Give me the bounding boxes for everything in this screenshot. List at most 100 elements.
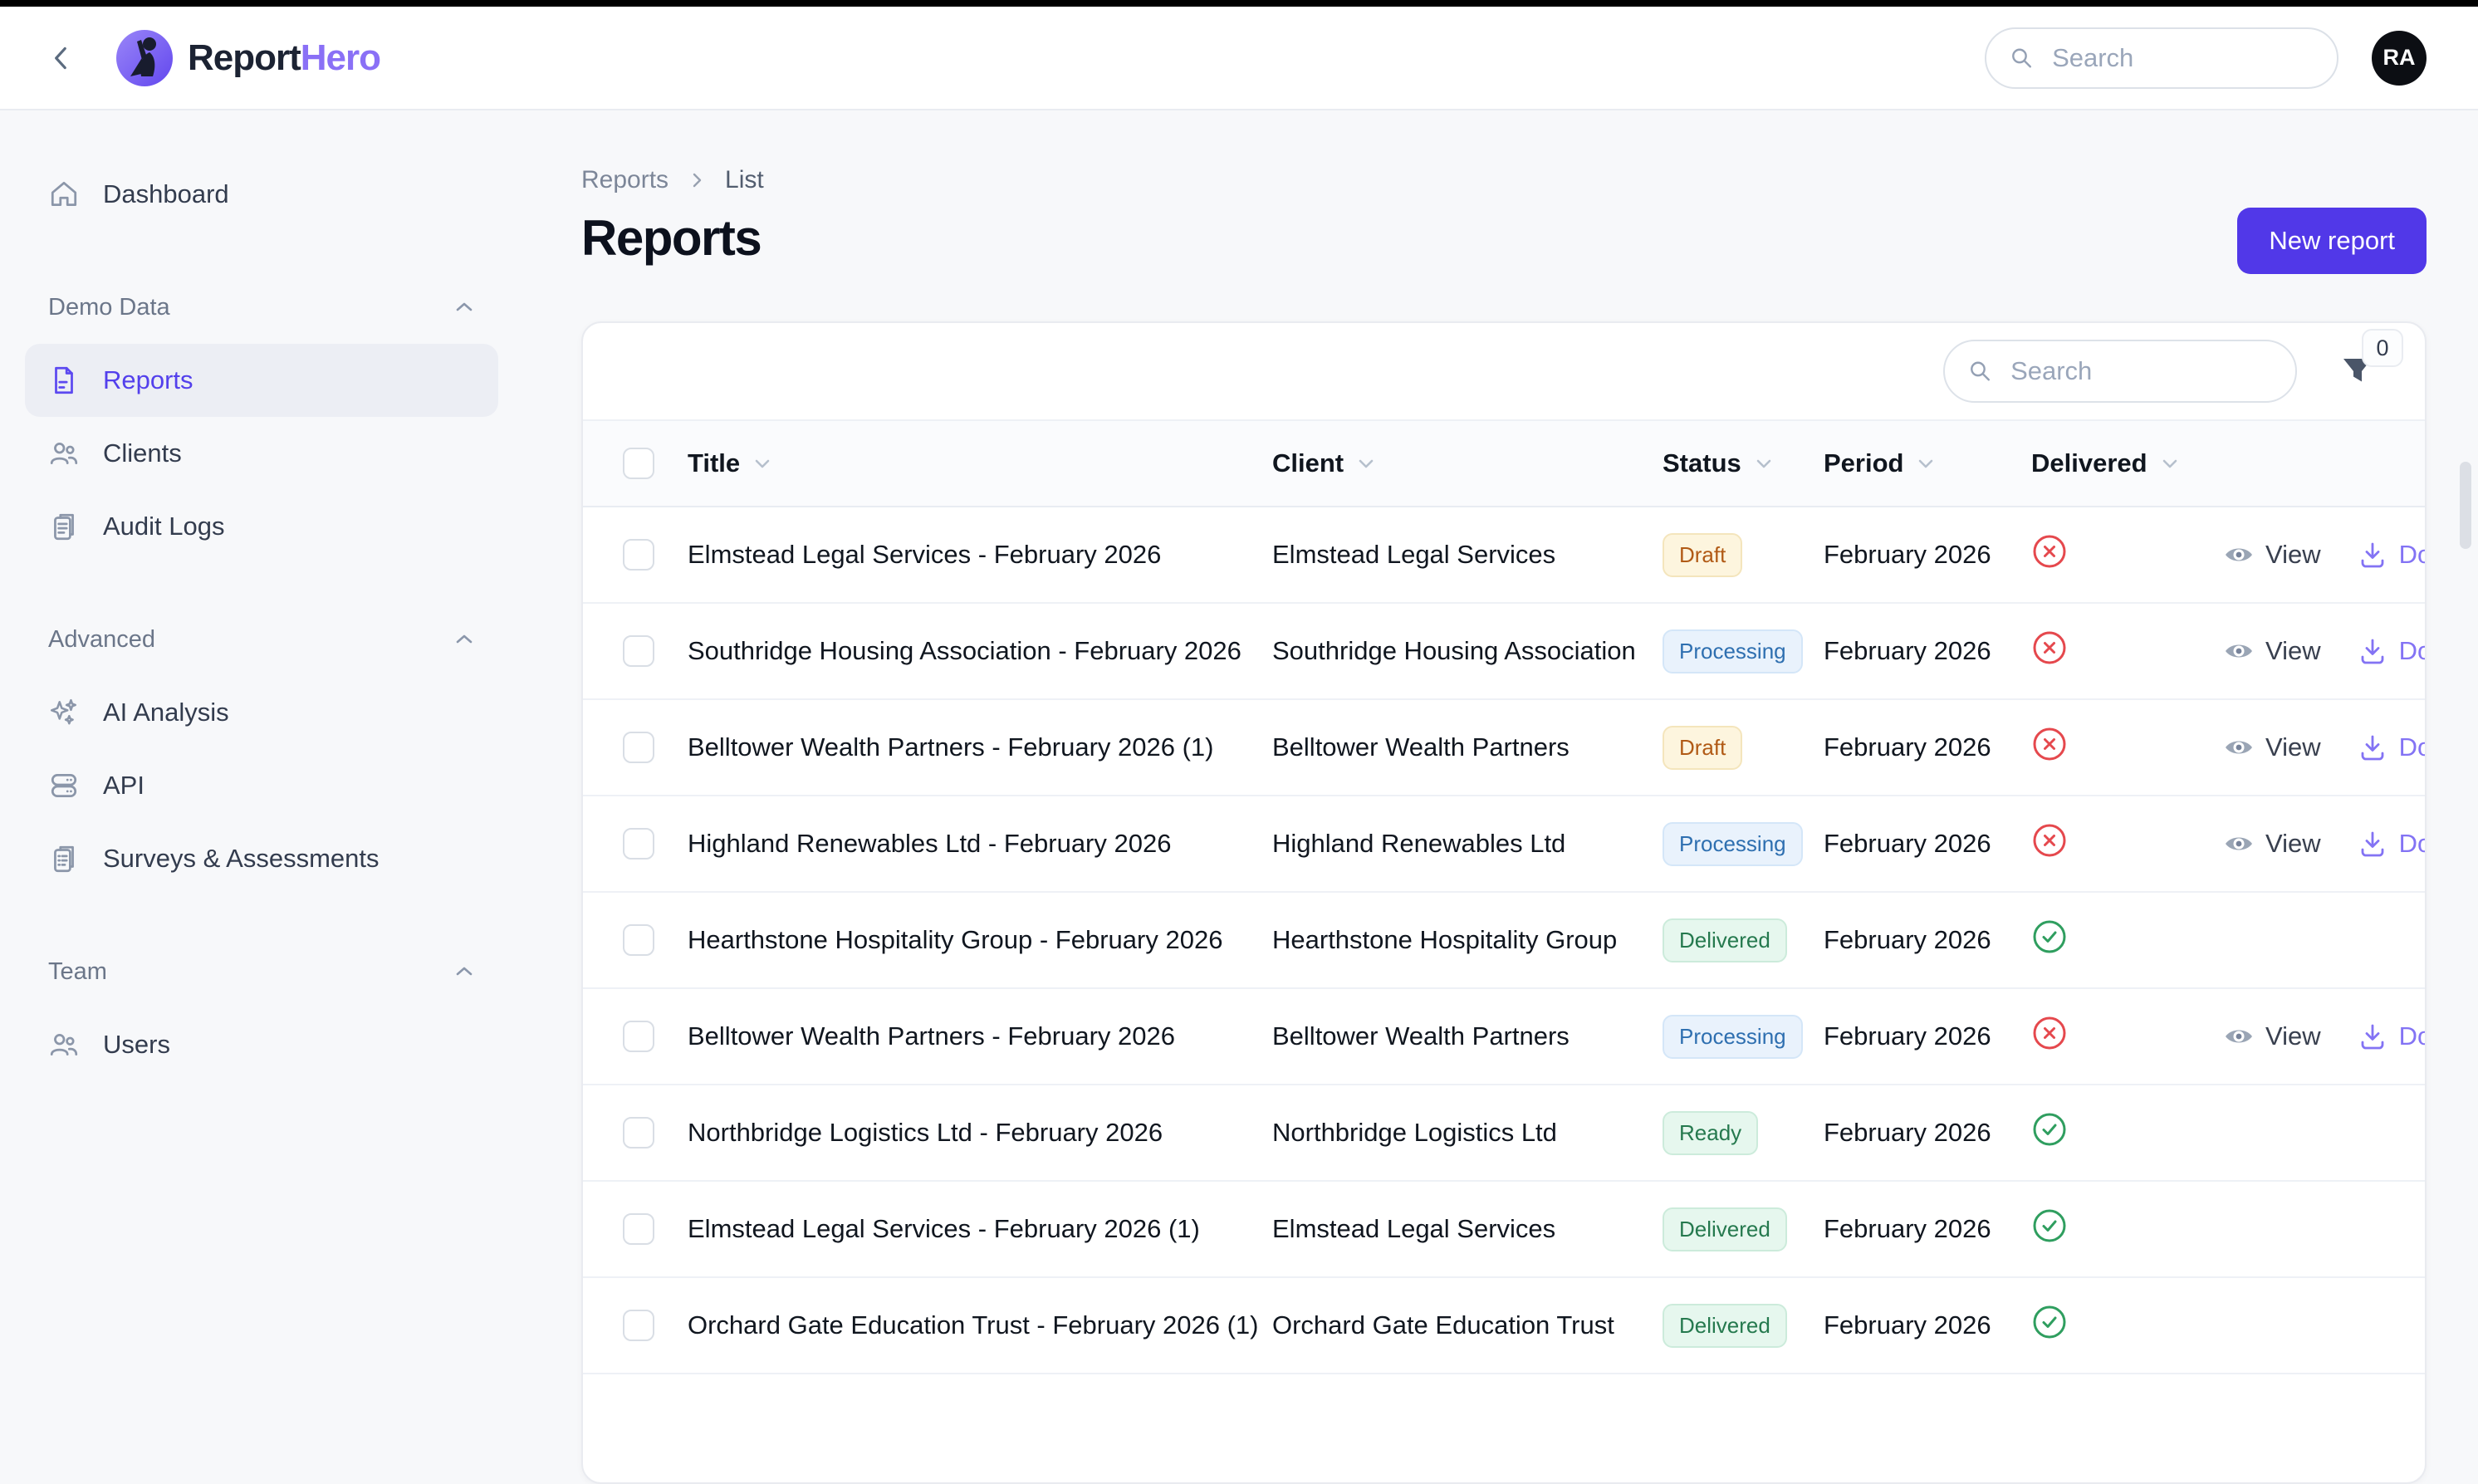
cell-title: Elmstead Legal Services - February 2026 — [688, 540, 1162, 569]
cell-title: Belltower Wealth Partners - February 202… — [688, 1021, 1175, 1051]
cell-client: Elmstead Legal Services — [1272, 540, 1556, 569]
download-icon — [2358, 540, 2387, 570]
breadcrumb-reports[interactable]: Reports — [581, 166, 669, 193]
column-header-client[interactable]: Client — [1272, 448, 1663, 478]
cell-period: February 2026 — [1824, 732, 1991, 762]
row-checkbox[interactable] — [623, 539, 654, 571]
column-header-status[interactable]: Status — [1663, 448, 1824, 478]
filter-button[interactable]: 0 — [2340, 329, 2403, 389]
download-icon — [2358, 636, 2387, 666]
sidebar-item-users[interactable]: Users — [25, 1008, 498, 1081]
table-row: Elmstead Legal Services - February 2026 … — [583, 1182, 2425, 1278]
row-checkbox[interactable] — [623, 1021, 654, 1052]
cell-period: February 2026 — [1824, 829, 1991, 858]
table-row: Elmstead Legal Services - February 2026 … — [583, 507, 2425, 604]
sidebar-item-surveys-assessments[interactable]: Surveys & Assessments — [25, 822, 498, 895]
cell-title: Hearthstone Hospitality Group - February… — [688, 925, 1223, 954]
download-button[interactable]: Download — [2358, 540, 2425, 570]
cell-period: February 2026 — [1824, 1021, 1991, 1051]
status-badge: Ready — [1663, 1110, 1759, 1155]
download-button[interactable]: Download — [2358, 636, 2425, 666]
row-checkbox[interactable] — [623, 1213, 654, 1245]
table-search-input[interactable] — [2009, 355, 2272, 387]
download-button[interactable]: Download — [2358, 1021, 2425, 1051]
sidebar-item-audit-logs[interactable]: Audit Logs — [25, 490, 498, 563]
sidebar-item-ai-analysis[interactable]: AI Analysis — [25, 676, 498, 749]
cell-title: Southridge Housing Association - Februar… — [688, 636, 1241, 665]
table-header-row: Title Client Status Period Delivered — [583, 421, 2425, 507]
chevron-up-icon[interactable] — [453, 961, 475, 982]
column-header-period[interactable]: Period — [1824, 448, 2031, 478]
table-search[interactable] — [1943, 340, 2297, 403]
search-icon — [2012, 48, 2031, 67]
row-checkbox[interactable] — [623, 828, 654, 860]
sidebar-item-clients[interactable]: Clients — [25, 417, 498, 490]
sidebar-section-label: Advanced — [48, 625, 155, 653]
row-checkbox[interactable] — [623, 924, 654, 956]
avatar[interactable]: RA — [2372, 30, 2427, 86]
download-icon — [2358, 1021, 2387, 1051]
cell-period: February 2026 — [1824, 1310, 1991, 1340]
new-report-button[interactable]: New report — [2237, 208, 2427, 274]
sidebar-item-reports[interactable]: Reports — [25, 344, 498, 417]
row-checkbox[interactable] — [623, 1117, 654, 1149]
sidebar-section-label: Demo Data — [48, 293, 170, 321]
download-label: Download — [2398, 540, 2425, 569]
table-row: Orchard Gate Education Trust - February … — [583, 1278, 2425, 1374]
sidebar-item-api[interactable]: API — [25, 749, 498, 822]
status-badge: Delivered — [1663, 1207, 1787, 1251]
download-button[interactable]: Download — [2358, 829, 2425, 859]
status-badge: Processing — [1663, 821, 1803, 866]
back-button[interactable] — [43, 40, 80, 76]
sidebar-item-label: Surveys & Assessments — [103, 844, 380, 873]
delivered-ok-icon — [2031, 1207, 2068, 1251]
sidebar-item-dashboard[interactable]: Dashboard — [25, 158, 498, 231]
eye-icon — [2224, 829, 2254, 859]
select-all-checkbox[interactable] — [623, 448, 654, 479]
page-title: Reports — [581, 210, 762, 266]
download-label: Download — [2398, 732, 2425, 762]
status-badge: Draft — [1663, 532, 1743, 577]
view-button[interactable]: View — [2224, 636, 2321, 666]
column-header-title[interactable]: Title — [688, 448, 1272, 478]
app-logo[interactable]: ReportHero — [116, 29, 381, 86]
sidebar-item-label: Clients — [103, 438, 182, 468]
cell-client: Orchard Gate Education Trust — [1272, 1310, 1614, 1340]
global-search[interactable] — [1985, 27, 2338, 89]
chevron-up-icon[interactable] — [453, 629, 475, 650]
delivered-ok-icon — [2031, 1304, 2068, 1347]
filter-count-badge: 0 — [2362, 329, 2403, 367]
row-checkbox[interactable] — [623, 732, 654, 763]
reports-table-card: 0 Title Client Status Period — [581, 321, 2427, 1484]
chevron-down-icon — [1753, 453, 1775, 474]
view-button[interactable]: View — [2224, 540, 2321, 570]
cell-period: February 2026 — [1824, 1214, 1991, 1243]
cell-period: February 2026 — [1824, 540, 1991, 569]
cell-period: February 2026 — [1824, 925, 1991, 954]
sidebar-section-team: Team — [25, 935, 498, 1008]
view-button[interactable]: View — [2224, 1021, 2321, 1051]
logo-text: ReportHero — [188, 37, 381, 79]
logo-text-accent: Hero — [300, 37, 381, 78]
document-icon — [48, 365, 80, 396]
clipboard-list-icon — [48, 843, 80, 874]
row-checkbox[interactable] — [623, 1310, 654, 1341]
chevron-down-icon — [2159, 453, 2181, 474]
chevron-right-icon — [687, 170, 707, 190]
view-button[interactable]: View — [2224, 732, 2321, 762]
download-button[interactable]: Download — [2358, 732, 2425, 762]
cell-title: Elmstead Legal Services - February 2026 … — [688, 1214, 1200, 1243]
scrollbar-thumb[interactable] — [2460, 462, 2471, 549]
chevron-up-icon[interactable] — [453, 296, 475, 318]
sidebar-item-label: Dashboard — [103, 179, 229, 208]
eye-icon — [2224, 540, 2254, 570]
row-checkbox[interactable] — [623, 635, 654, 667]
cell-period: February 2026 — [1824, 1118, 1991, 1147]
view-button[interactable]: View — [2224, 829, 2321, 859]
users-icon — [48, 438, 80, 469]
global-search-input[interactable] — [2050, 42, 2314, 74]
table-row: Southridge Housing Association - Februar… — [583, 604, 2425, 700]
delivered-ok-icon — [2031, 1111, 2068, 1154]
column-header-delivered[interactable]: Delivered — [2031, 448, 2224, 478]
cell-title: Northbridge Logistics Ltd - February 202… — [688, 1118, 1163, 1147]
